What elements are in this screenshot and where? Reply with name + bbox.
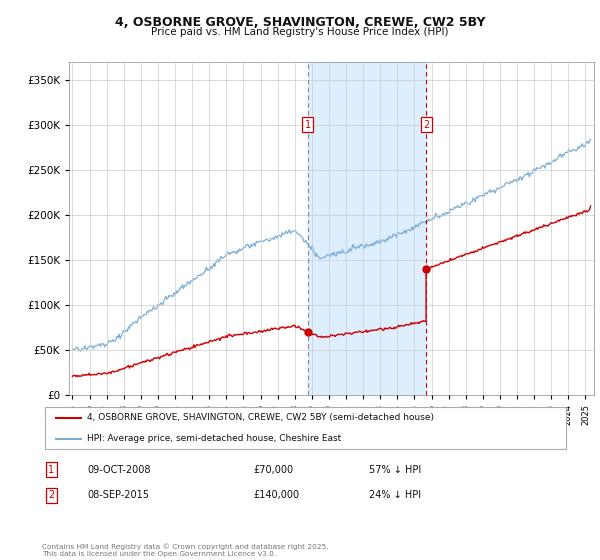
FancyBboxPatch shape bbox=[44, 407, 566, 449]
Text: 1: 1 bbox=[305, 120, 311, 129]
Text: 2: 2 bbox=[423, 120, 429, 129]
Text: 1: 1 bbox=[49, 465, 55, 475]
Text: Contains HM Land Registry data © Crown copyright and database right 2025.
This d: Contains HM Land Registry data © Crown c… bbox=[42, 544, 329, 557]
Text: 4, OSBORNE GROVE, SHAVINGTON, CREWE, CW2 5BY (semi-detached house): 4, OSBORNE GROVE, SHAVINGTON, CREWE, CW2… bbox=[87, 413, 434, 422]
Text: 08-SEP-2015: 08-SEP-2015 bbox=[87, 491, 149, 501]
Text: £70,000: £70,000 bbox=[253, 465, 293, 475]
Text: 09-OCT-2008: 09-OCT-2008 bbox=[87, 465, 151, 475]
Text: 4, OSBORNE GROVE, SHAVINGTON, CREWE, CW2 5BY: 4, OSBORNE GROVE, SHAVINGTON, CREWE, CW2… bbox=[115, 16, 485, 29]
Text: HPI: Average price, semi-detached house, Cheshire East: HPI: Average price, semi-detached house,… bbox=[87, 435, 341, 444]
Text: Price paid vs. HM Land Registry's House Price Index (HPI): Price paid vs. HM Land Registry's House … bbox=[151, 27, 449, 37]
Bar bbox=[308, 62, 426, 395]
Text: 24% ↓ HPI: 24% ↓ HPI bbox=[370, 491, 421, 501]
Text: 57% ↓ HPI: 57% ↓ HPI bbox=[370, 465, 422, 475]
Text: 2: 2 bbox=[49, 491, 55, 501]
Text: £140,000: £140,000 bbox=[253, 491, 299, 501]
